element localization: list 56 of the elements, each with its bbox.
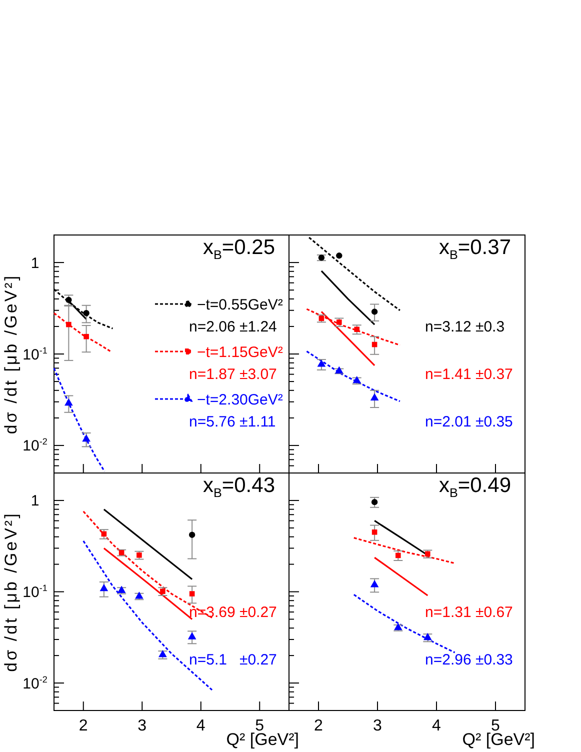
y-tick-label: 1 xyxy=(30,492,40,510)
point xyxy=(370,393,379,400)
point xyxy=(371,499,378,506)
point xyxy=(396,552,401,558)
point xyxy=(84,334,89,340)
text: n=1.87 ±3.07 xyxy=(189,366,277,383)
text: n=1.31 ±0.67 xyxy=(425,604,513,621)
x-tick-label: 2 xyxy=(314,718,324,734)
x-tick-label: 3 xyxy=(138,718,147,734)
point xyxy=(370,580,379,588)
y-tick-label: 10$^{-2}$ xyxy=(22,674,48,692)
point xyxy=(188,532,196,538)
x-tick-label: 4 xyxy=(196,718,206,734)
series-label: n=5.1 ±0.27 xyxy=(189,651,277,668)
point xyxy=(423,632,432,640)
point xyxy=(100,584,108,592)
text: n=1.41 ±0.37 xyxy=(425,366,513,383)
chart-title: x$_{B}$=0.25 xyxy=(202,236,275,262)
point xyxy=(189,591,195,596)
point xyxy=(318,254,325,261)
series-label: n=2.01 ±0.35 xyxy=(425,413,513,430)
point xyxy=(83,310,90,316)
chart-title: x$_{B}$=0.49 xyxy=(438,474,511,500)
point xyxy=(317,360,326,367)
y-tick-label: 1 xyxy=(30,254,40,272)
point xyxy=(336,252,342,259)
x-tick-label: 3 xyxy=(373,718,382,734)
y-tick-label: 10$^{-1}$ xyxy=(22,346,48,364)
x-tick-label: 4 xyxy=(432,718,442,734)
legend-label: −t=1.15GeV² xyxy=(197,344,283,361)
point xyxy=(82,434,90,442)
point xyxy=(188,632,196,640)
chart-title: x$_{B}$=0.37 xyxy=(438,236,511,262)
series-label: n=3.12 ±0.3 xyxy=(425,318,505,336)
chart-title: x$_{B}$=0.43 xyxy=(202,474,275,500)
point xyxy=(66,296,72,304)
legend-label: −t=0.55GeV² xyxy=(197,296,283,314)
y-axis-title: dσ /dt [μb /GeV²] xyxy=(2,274,20,434)
point xyxy=(64,398,73,406)
point xyxy=(371,308,378,315)
series-label: n=2.96 ±0.33 xyxy=(425,651,513,668)
point xyxy=(66,322,72,328)
legend-label: −t=2.30GeV² xyxy=(197,391,283,408)
line-series xyxy=(53,367,106,472)
point xyxy=(372,529,378,535)
y-axis-title: dσ /dt [μb /GeV²] xyxy=(2,512,20,672)
y-tick-label: 10$^{-1}$ xyxy=(22,583,48,601)
point xyxy=(334,366,344,374)
text: n=5.76 ±1.11 xyxy=(189,413,276,430)
point xyxy=(158,650,167,658)
line-series xyxy=(53,312,112,353)
text: n=2.06 ±1.24 xyxy=(189,318,277,336)
point xyxy=(118,550,124,556)
x-tick-label: 2 xyxy=(78,718,88,734)
y-tick-label: 10$^{-2}$ xyxy=(22,437,48,455)
point xyxy=(354,326,360,332)
